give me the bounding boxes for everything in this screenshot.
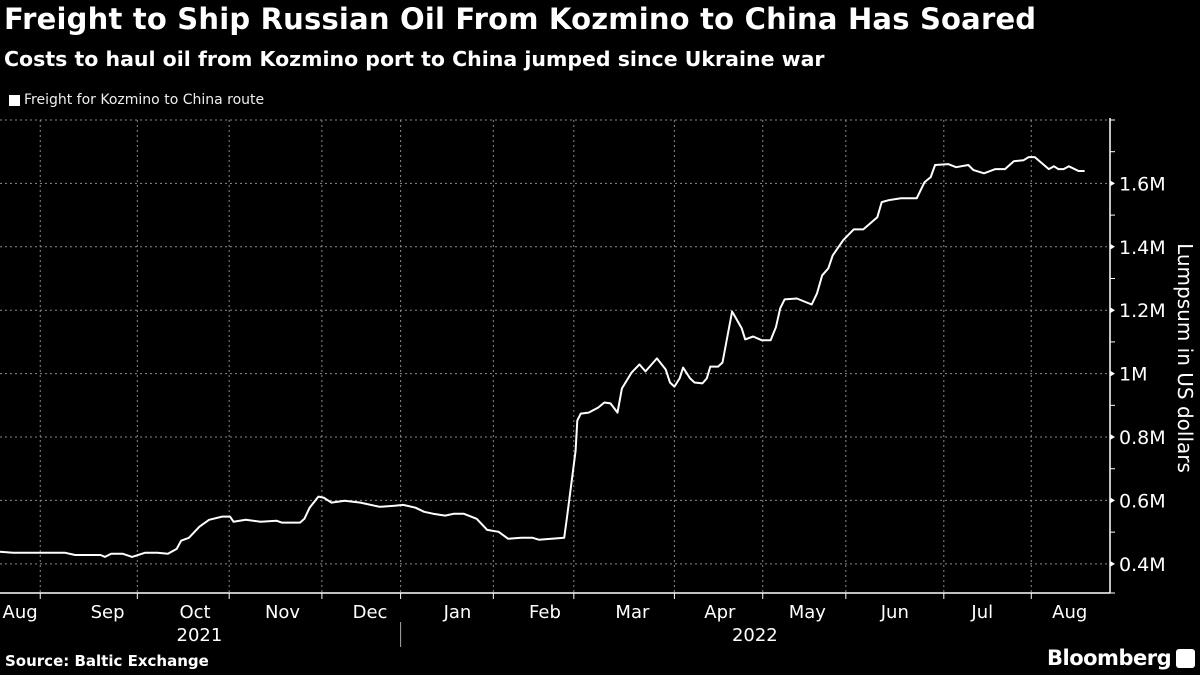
chart-subtitle: Costs to haul oil from Kozmino port to C… (4, 47, 825, 71)
axes (0, 118, 1115, 647)
y-tick-label: 0.8M (1119, 427, 1166, 449)
source-note: Source: Baltic Exchange (5, 652, 209, 670)
y-tick (1110, 434, 1115, 441)
y-tick (1110, 370, 1115, 377)
y-axis-label: Lumpsum in US dollars (1173, 243, 1197, 473)
tick-labels: 0.4M 0.6M 0.8M 1M 1.2M 1.4M 1.6M Aug Sep Oct Nov De… (3, 173, 1166, 646)
x-tick-label: Jun (880, 602, 909, 623)
x-tick-label: Aug (1052, 602, 1087, 623)
y-tick (1110, 243, 1115, 250)
x-tick-label: Dec (353, 602, 388, 623)
x-tick-label: Apr (704, 602, 736, 623)
bloomberg-logo: Bloomberg (1047, 646, 1172, 670)
y-tick-label: 1M (1119, 364, 1147, 386)
y-tick-label: 0.6M (1119, 490, 1166, 512)
y-tick-label: 0.4M (1119, 554, 1166, 576)
x-tick-label: Sep (91, 602, 125, 623)
y-tick-label: 1.6M (1119, 173, 1166, 195)
y-tick-label: 1.2M (1119, 300, 1166, 322)
y-tick-label: 1.4M (1119, 237, 1166, 259)
legend-swatch (9, 94, 20, 106)
x-tick-label: Nov (265, 602, 300, 623)
x-tick-label: May (789, 602, 827, 623)
y-tick (1110, 497, 1115, 504)
x-tick-label: Aug (3, 602, 38, 623)
x-tick-label: Jan (443, 602, 472, 623)
gridlines (0, 119, 1110, 593)
x-tick-label: Mar (615, 602, 650, 623)
chart-title: Freight to Ship Russian Oil From Kozmino… (4, 2, 1037, 36)
series-line (0, 156, 1085, 558)
y-tick (1110, 560, 1115, 567)
legend: Freight for Kozmino to China route (9, 92, 264, 108)
y-tick (1110, 180, 1115, 187)
legend-label: Freight for Kozmino to China route (24, 92, 265, 108)
y-tick (1110, 307, 1115, 314)
x-tick-label: Oct (179, 602, 210, 623)
year-label: 2022 (732, 625, 778, 646)
bar-chart-icon (1176, 649, 1195, 668)
x-tick-label: Feb (529, 602, 561, 623)
year-label: 2021 (177, 625, 223, 646)
x-tick-label: Jul (970, 602, 993, 623)
